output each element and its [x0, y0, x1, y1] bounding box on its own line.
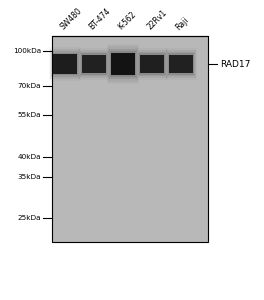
Bar [107, 44, 139, 84]
Bar [138, 52, 166, 76]
Text: BT-474: BT-474 [88, 7, 112, 32]
Bar [136, 48, 168, 80]
Bar [53, 54, 77, 74]
Bar [111, 53, 135, 75]
Bar [82, 55, 106, 73]
Bar [81, 53, 107, 75]
Text: SW480: SW480 [59, 6, 84, 32]
Bar [167, 52, 195, 76]
Text: 70kDa: 70kDa [17, 83, 41, 89]
Text: RAD17: RAD17 [220, 59, 250, 68]
Bar [137, 50, 167, 78]
Bar [108, 46, 138, 82]
Bar [50, 49, 80, 79]
Bar [51, 51, 79, 77]
Text: 40kDa: 40kDa [17, 154, 41, 160]
Text: 55kDa: 55kDa [17, 112, 41, 118]
Text: K-562: K-562 [116, 10, 138, 32]
Bar [52, 36, 208, 242]
Bar [49, 47, 81, 81]
Bar [79, 50, 109, 78]
Bar [168, 55, 193, 73]
Text: 25kDa: 25kDa [17, 215, 41, 221]
Bar [52, 52, 78, 76]
Bar [140, 55, 164, 73]
Bar [165, 48, 196, 80]
Bar [139, 53, 165, 75]
Bar [80, 52, 108, 76]
Text: 100kDa: 100kDa [13, 48, 41, 54]
Text: 22Rv1: 22Rv1 [145, 8, 169, 32]
Text: 35kDa: 35kDa [17, 174, 41, 180]
Bar [168, 53, 194, 75]
Text: Raji: Raji [174, 15, 191, 32]
Bar [110, 51, 136, 77]
Bar [109, 49, 137, 80]
Bar [166, 50, 196, 78]
Bar [78, 48, 110, 80]
